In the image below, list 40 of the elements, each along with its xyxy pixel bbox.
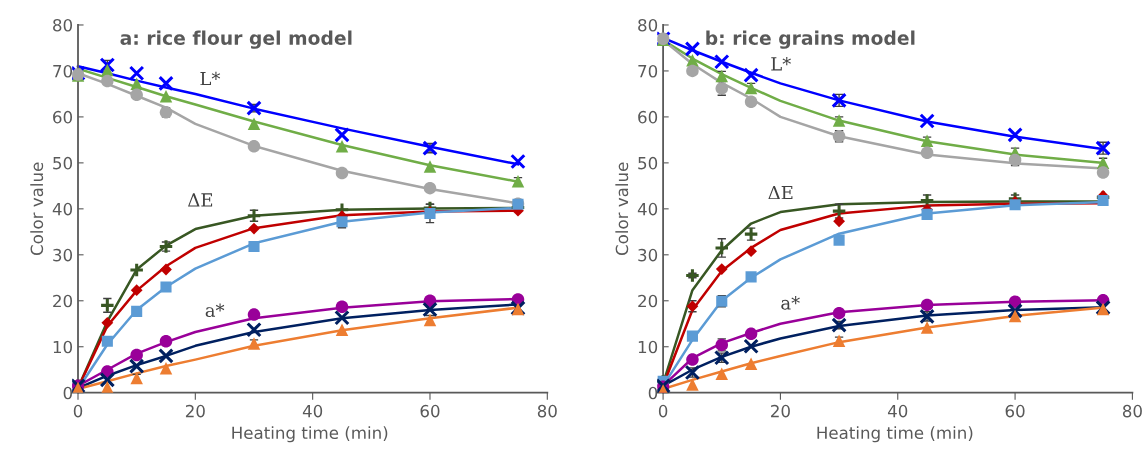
x-tick-label: 60 (420, 404, 440, 418)
annotation: ΔE (768, 185, 793, 200)
y-tick-label: 70 (53, 64, 73, 78)
annotation: a* (781, 296, 800, 310)
chart-title: b: rice grains model (706, 30, 915, 49)
annotation: a* (205, 303, 225, 318)
x-axis-title: Heating time (min) (232, 426, 388, 443)
x-tick-label: 40 (887, 404, 908, 418)
y-tick-label: 20 (53, 294, 73, 308)
y-tick-label: 80 (53, 18, 73, 32)
x-tick-label: 60 (1005, 404, 1025, 418)
x-tick-label: 20 (185, 404, 205, 418)
y-tick-label: 0 (648, 386, 658, 400)
y-tick-label: 50 (638, 156, 658, 170)
y-axis-title: Color value (615, 162, 629, 256)
annotation: L* (200, 71, 221, 86)
x-axis-title: Heating time (min) (817, 426, 973, 443)
y-tick-label: 70 (638, 64, 658, 78)
y-tick-label: 60 (53, 110, 73, 124)
y-tick-label: 0 (63, 386, 73, 400)
y-tick-label: 40 (637, 202, 658, 216)
y-tick-label: 10 (53, 340, 73, 354)
y-tick-label: 20 (638, 294, 658, 308)
x-tick-label: 0 (73, 404, 83, 418)
x-tick-label: 0 (658, 404, 668, 418)
annotation: L* (771, 57, 791, 71)
y-tick-label: 50 (53, 156, 73, 170)
x-tick-label: 80 (537, 404, 557, 418)
x-tick-label: 20 (771, 404, 790, 418)
y-tick-label: 80 (638, 18, 658, 32)
annotation: ΔE (188, 193, 213, 207)
x-tick-label: 80 (1122, 404, 1142, 418)
y-axis-title: Color value (30, 162, 44, 256)
y-tick-label: 40 (52, 202, 73, 216)
x-tick-label: 40 (302, 404, 323, 418)
y-tick-label: 30 (53, 248, 73, 262)
chart-title: a: rice flour gel model (120, 30, 352, 49)
y-tick-label: 30 (638, 248, 658, 262)
y-tick-label: 60 (638, 110, 658, 124)
y-tick-label: 10 (638, 340, 658, 354)
